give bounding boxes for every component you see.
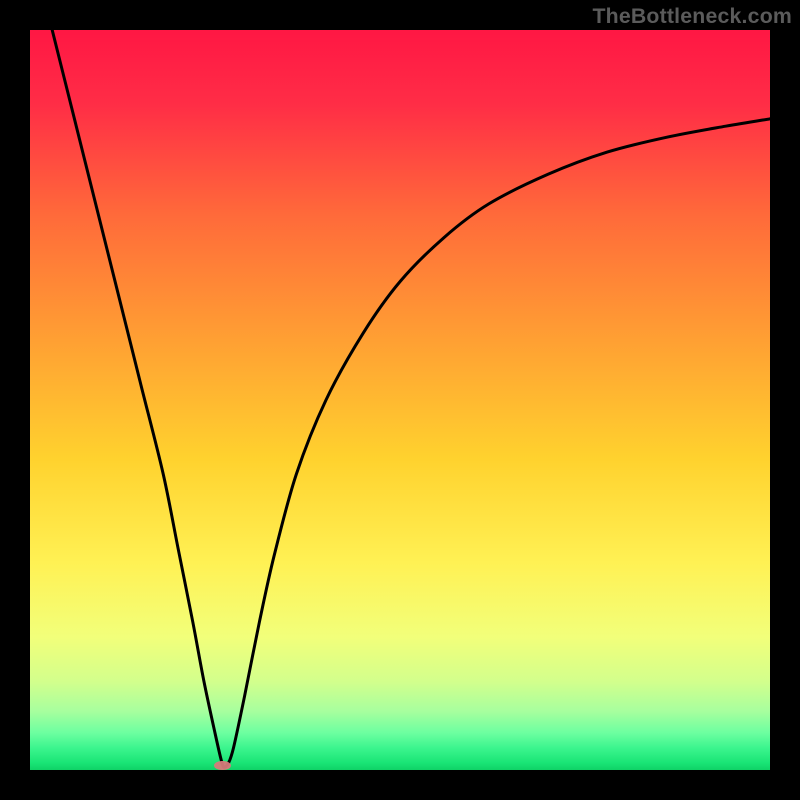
watermark-text: TheBottleneck.com xyxy=(592,4,792,29)
chart-container: TheBottleneck.com xyxy=(0,0,800,800)
curve-path xyxy=(52,30,770,767)
minimum-marker xyxy=(214,761,230,771)
plot-area xyxy=(30,30,770,770)
bottleneck-curve xyxy=(30,30,770,770)
